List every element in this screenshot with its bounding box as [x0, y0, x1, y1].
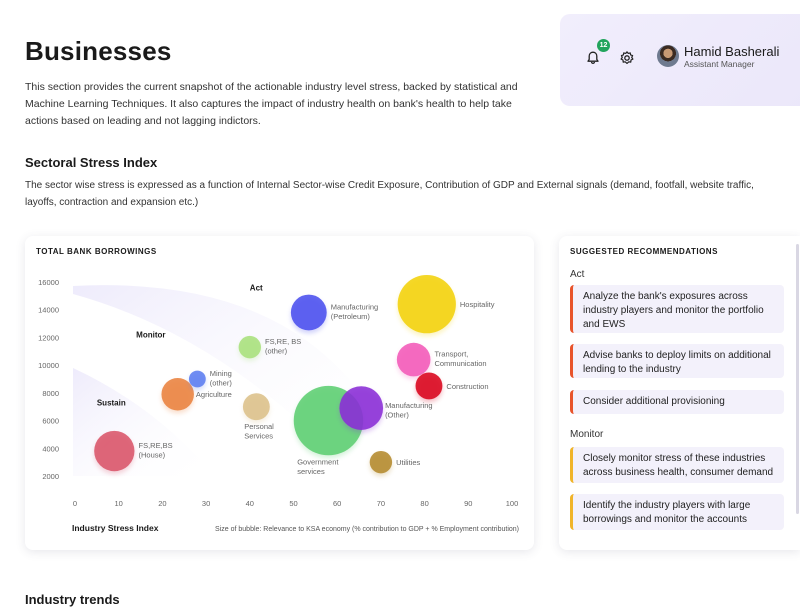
bubble-label: Mining (other)	[210, 369, 233, 388]
zone-label-sustain: Sustain	[97, 398, 126, 407]
bubble-label: Government services	[297, 457, 339, 476]
bubble-point[interactable]	[242, 393, 270, 421]
bubble-point[interactable]	[238, 335, 261, 359]
rec-group-monitor: Monitor	[570, 429, 604, 440]
bubble-label: Manufacturing (Petroleum)	[331, 302, 379, 321]
recommendations-heading: SUGGESTED RECOMMENDATIONS	[570, 247, 718, 256]
x-tick-label: 50	[289, 499, 297, 508]
x-tick-label: 70	[377, 499, 385, 508]
gear-icon[interactable]	[619, 50, 635, 66]
chart-footnote: Size of bubble: Relevance to KSA economy…	[215, 526, 519, 533]
rec-item[interactable]: Analyze the bank's exposures across indu…	[570, 285, 784, 333]
chart-heading: TOTAL BANK BORROWINGS	[36, 247, 157, 256]
bubble-point[interactable]	[415, 372, 443, 400]
x-tick-label: 10	[115, 499, 123, 508]
bubble-point[interactable]	[339, 386, 384, 430]
rec-group-act: Act	[570, 269, 585, 280]
recommendations-scrollbar[interactable]	[796, 244, 799, 514]
bubble-point[interactable]	[397, 275, 456, 334]
x-tick-label: 0	[73, 499, 77, 508]
bubble-label: Manufacturing (Other)	[385, 401, 433, 420]
bubble-label: FS,RE,BS (House)	[138, 441, 172, 460]
x-tick-label: 30	[202, 499, 210, 508]
bubble-point[interactable]	[290, 294, 327, 331]
y-tick-label: 14000	[38, 306, 59, 315]
user-name: Hamid Basherali	[684, 44, 780, 59]
rec-item[interactable]: Identify the industry players with large…	[570, 494, 784, 530]
x-axis-label: Industry Stress Index	[72, 523, 159, 533]
chart-card: TOTAL BANK BORROWINGS 2000 4000 6000 8000 10…	[25, 236, 534, 550]
bubble-label: Agriculture	[196, 390, 232, 399]
x-tick-label: 60	[333, 499, 341, 508]
y-tick-label: 4000	[42, 444, 59, 453]
x-tick-label: 80	[420, 499, 428, 508]
y-tick-label: 8000	[42, 389, 59, 398]
intro-text: This section provides the current snapsh…	[25, 81, 518, 127]
page-title: Businesses	[25, 36, 172, 66]
user-panel	[560, 14, 800, 106]
bubble-point[interactable]	[94, 430, 135, 472]
x-tick-label: 20	[158, 499, 166, 508]
rec-item[interactable]: Advise banks to deploy limits on additio…	[570, 344, 784, 378]
y-tick-label: 2000	[42, 472, 59, 481]
user-role: Assistant Manager	[684, 59, 755, 69]
bubble-chart: 2000 4000 6000 8000 10000 12000 14000 16000 0 10 2…	[38, 275, 519, 533]
bell-icon[interactable]	[585, 50, 601, 66]
x-tick-label: 100	[506, 499, 519, 508]
rec-item[interactable]: Closely monitor stress of these industri…	[570, 447, 784, 483]
section-description: The sector wise stress is expressed as a…	[25, 180, 754, 208]
rec-item[interactable]: Consider additional provisioning	[570, 390, 784, 414]
bubble-label: Utilities	[396, 458, 420, 467]
recommendations-card: SUGGESTED RECOMMENDATIONS Act Analyze th…	[559, 236, 800, 550]
section-title-sectoral: Sectoral Stress Index	[25, 155, 158, 170]
x-tick-label: 40	[246, 499, 254, 508]
x-tick-label: 90	[464, 499, 472, 508]
avatar[interactable]	[657, 45, 679, 67]
bubble-point[interactable]	[188, 370, 206, 388]
bubble-label: FS,RE, BS (other)	[265, 337, 301, 356]
zone-label-monitor: Monitor	[136, 330, 165, 339]
zone-label-act: Act	[250, 283, 263, 292]
y-tick-label: 6000	[42, 417, 59, 426]
y-tick-label: 16000	[38, 278, 59, 287]
bubble-point[interactable]	[161, 378, 194, 411]
bubble-point[interactable]	[369, 450, 393, 474]
y-tick-label: 12000	[38, 333, 59, 342]
bubble-label: Construction	[446, 382, 488, 391]
bubble-label: Transport, Communication	[434, 350, 486, 369]
y-tick-label: 10000	[38, 361, 59, 370]
bubble-point[interactable]	[396, 342, 431, 377]
bubble-label: Personal Services	[244, 422, 274, 441]
bubble-label: Hospitality	[460, 300, 495, 309]
notification-badge: 12	[597, 39, 610, 52]
